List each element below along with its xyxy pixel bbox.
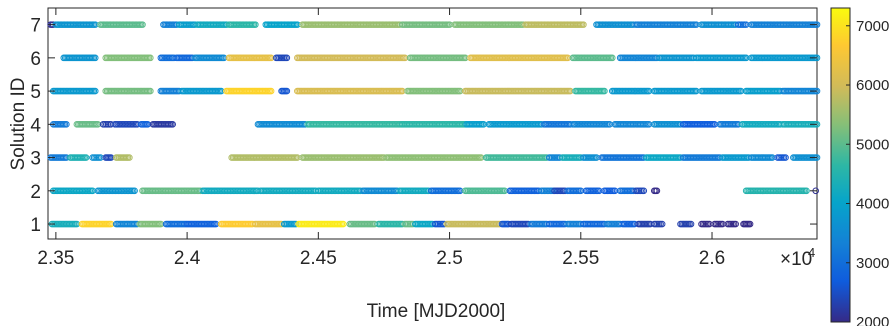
x-tick-label-3: 2.5 — [436, 248, 462, 269]
x-axis-exponent-base: ×10 — [780, 249, 812, 270]
x-axis: 2.35 2.4 2.45 2.5 2.55 2.6 — [37, 8, 725, 269]
data-point-s1-g9-31 — [339, 220, 347, 228]
data-point-s1-g26-7 — [687, 220, 695, 228]
y-tick-label-5: 6 — [30, 49, 41, 70]
data-point-s1-g30-5 — [746, 220, 754, 228]
x-tick-label-5: 2.6 — [699, 248, 725, 269]
x-tick-label-4: 2.55 — [562, 248, 599, 269]
y-tick-label-1: 2 — [30, 182, 41, 203]
data-point-s2-g18-2 — [653, 187, 661, 195]
plot-area: 2.35 2.4 2.45 2.5 2.55 2.6 1 2 3 4 5 6 7 — [30, 7, 821, 269]
data-point-s4-g5-14 — [169, 121, 176, 128]
data-point-s7-g2-29 — [139, 21, 146, 28]
y-axis-label: Solution ID — [8, 78, 29, 171]
data-point-s5-g0-29 — [91, 87, 99, 95]
y-tick-label-0: 1 — [30, 215, 41, 236]
colorbar-tick-label-2: 4000 — [856, 196, 889, 213]
colorbar-tick-label-4: 6000 — [856, 77, 889, 94]
colorbar-tick-label-1: 3000 — [856, 255, 889, 272]
x-tick-label-0: 2.35 — [37, 248, 74, 269]
colorbar-tick-label-5: 7000 — [856, 18, 889, 35]
colorbar: 2000 3000 4000 5000 6000 7000 — [830, 7, 889, 326]
data-point-s3-g17-5 — [782, 154, 789, 161]
y-axis: 1 2 3 4 5 6 7 — [30, 16, 817, 236]
data-point-s4-g0-9 — [63, 121, 70, 128]
data-point-s5-g9-20 — [601, 87, 608, 95]
data-point-s6-g6-7 — [283, 54, 291, 62]
y-tick-label-3: 4 — [30, 115, 41, 136]
y-tick-label-2: 3 — [30, 149, 41, 170]
colorbar-tick-label-0: 2000 — [856, 314, 889, 326]
x-axis-label: Time [MJD2000] — [367, 301, 506, 322]
data-point-s2-g17-5 — [640, 187, 648, 195]
data-point-s1-g25-5 — [658, 220, 666, 228]
y-tick-label-4: 5 — [30, 82, 41, 103]
data-point-s2-g1-25 — [131, 187, 138, 195]
data-point-s7-g11-40 — [580, 21, 587, 28]
data-point-s5-g1-31 — [147, 87, 154, 95]
x-tick-label-2: 2.45 — [300, 248, 337, 269]
data-point-s5-g5-4 — [283, 87, 291, 95]
colorbar-gradient — [830, 7, 851, 323]
data-point-s6-g0-22 — [91, 54, 99, 62]
colorbar-ticks: 2000 3000 4000 5000 6000 7000 — [846, 18, 889, 326]
data-point-s3-g1-11 — [82, 154, 90, 161]
data-point-s6-g10-27 — [608, 54, 616, 62]
data-point-s7-g6-18 — [252, 21, 259, 28]
data-point-s6-g1-31 — [147, 54, 154, 62]
data-point-s5-g4-31 — [267, 87, 275, 95]
data-point-s1-g29-5 — [732, 220, 739, 228]
colorbar-tick-label-3: 5000 — [856, 136, 889, 153]
data-points — [47, 21, 821, 228]
y-tick-label-6: 7 — [30, 16, 41, 37]
x-tick-label-1: 2.4 — [174, 248, 201, 269]
x-axis-exponent-power: 4 — [808, 245, 815, 260]
data-point-s3-g4-9 — [126, 154, 133, 161]
data-point-s2-g19-42 — [803, 187, 810, 195]
